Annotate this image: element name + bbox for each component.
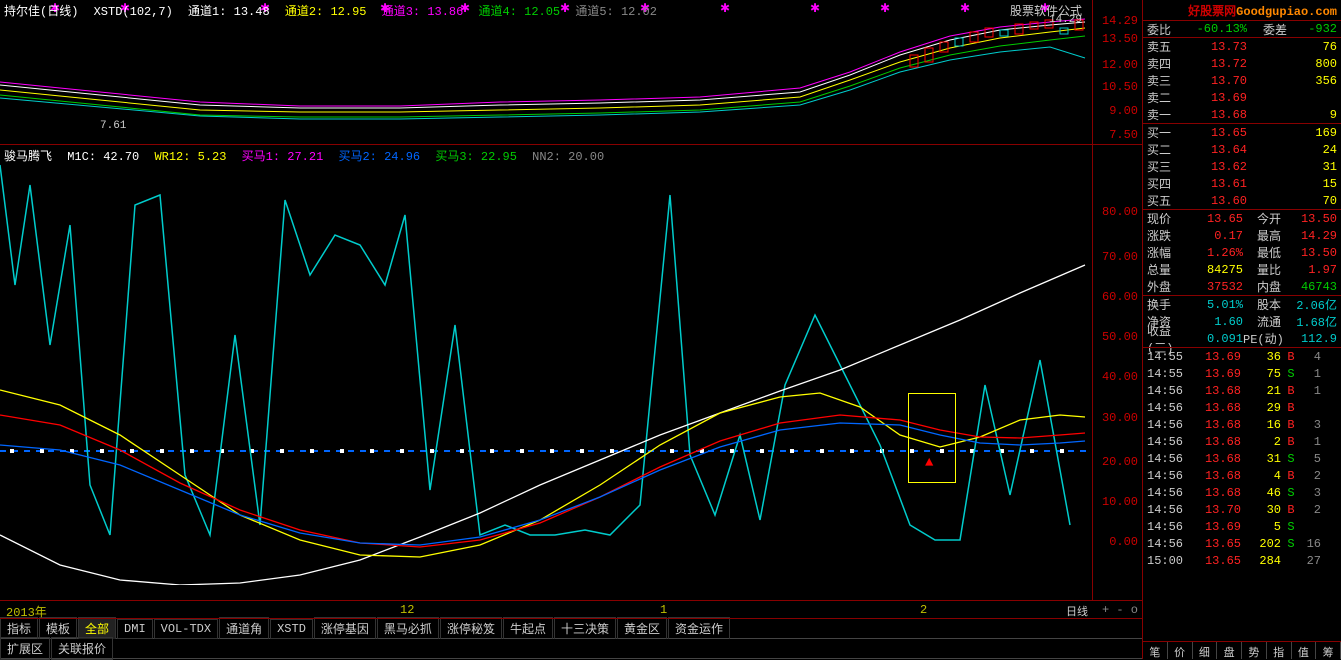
side-tabs[interactable]: 笔价细盘势指值筹 <box>1143 641 1341 659</box>
side-panel: 好股票网Goodgupiao.com 委比 -60.13% 委差 -932 卖五… <box>1143 0 1341 659</box>
side-tab-值[interactable]: 值 <box>1292 642 1317 659</box>
tick-row: 14:5613.6821B1 <box>1143 382 1341 399</box>
tick-row: 14:5613.684B2 <box>1143 467 1341 484</box>
stat-row: 换手5.01%股本2.06亿 <box>1143 296 1341 313</box>
tab-DMI[interactable]: DMI <box>117 619 153 639</box>
stat-row: 涨幅1.26%最低13.50 <box>1143 244 1341 261</box>
tick-row: 14:5613.6831S5 <box>1143 450 1341 467</box>
order-row: 买五13.6070 <box>1143 192 1341 209</box>
order-row: 买二13.6424 <box>1143 141 1341 158</box>
tab-关联报价[interactable]: 关联报价 <box>51 637 113 660</box>
order-row: 卖二13.69 <box>1143 89 1341 106</box>
ask-orders: 卖五13.7376卖四13.72800卖三13.70356卖二13.69卖一13… <box>1143 37 1341 123</box>
bottom-chart-header: 骏马腾飞 M1C: 42.70 WR12: 5.23 买马1: 27.21 买马… <box>4 147 620 164</box>
tick-row: 14:5513.6975S1 <box>1143 365 1341 382</box>
order-row: 买三13.6231 <box>1143 158 1341 175</box>
bottom-tabs[interactable]: 扩展区关联报价 <box>0 639 1142 659</box>
tab-VOL-TDX[interactable]: VOL-TDX <box>154 619 218 639</box>
bottom-y-axis: 80.0070.0060.0050.0040.0030.0020.0010.00… <box>1092 145 1142 600</box>
watermark-tag: 股票软件公式 <box>1010 2 1082 19</box>
stat-row: 收益(三)0.091PE(动)112.9 <box>1143 330 1341 347</box>
tab-黄金区[interactable]: 黄金区 <box>617 617 667 640</box>
tick-list: 14:5513.6936B414:5513.6975S114:5613.6821… <box>1143 347 1341 641</box>
arrow-up-icon: ▲ <box>925 455 933 471</box>
tab-牛起点[interactable]: 牛起点 <box>503 617 553 640</box>
stat-row: 现价13.65今开13.50 <box>1143 210 1341 227</box>
tab-涨停基因[interactable]: 涨停基因 <box>314 617 376 640</box>
stat-row: 外盘37532内盘46743 <box>1143 278 1341 295</box>
side-tab-筹[interactable]: 筹 <box>1316 642 1341 659</box>
zoom-controls[interactable]: + - o <box>1102 603 1138 616</box>
low-label: 7.61 <box>100 120 126 132</box>
tab-黑马必抓[interactable]: 黑马必抓 <box>377 617 439 640</box>
side-tab-细[interactable]: 细 <box>1193 642 1218 659</box>
side-tab-盘[interactable]: 盘 <box>1217 642 1242 659</box>
tick-row: 14:5613.6846S3 <box>1143 484 1341 501</box>
tick-row: 14:5613.6829B <box>1143 399 1341 416</box>
svg-text:✱: ✱ <box>810 2 820 16</box>
stat-row: 总量84275量比1.97 <box>1143 261 1341 278</box>
side-tab-指[interactable]: 指 <box>1267 642 1292 659</box>
tab-十三决策[interactable]: 十三决策 <box>554 617 616 640</box>
tick-row: 15:0013.6528427 <box>1143 552 1341 569</box>
tab-扩展区[interactable]: 扩展区 <box>0 637 50 660</box>
top-chart-header: 持尔佳(日线) XSTD(102,7) 通道1: 13.48 通道2: 12.9… <box>4 2 673 19</box>
order-row: 卖四13.72800 <box>1143 55 1341 72</box>
tick-row: 14:5513.6936B4 <box>1143 348 1341 365</box>
stats-block-2: 换手5.01%股本2.06亿净资1.60流通1.68亿收益(三)0.091PE(… <box>1143 295 1341 347</box>
tick-row: 14:5613.682B1 <box>1143 433 1341 450</box>
tick-row: 14:5613.695S <box>1143 518 1341 535</box>
stats-block-1: 现价13.65今开13.50涨跌0.17最高14.29涨幅1.26%最低13.5… <box>1143 209 1341 295</box>
tab-资金运作[interactable]: 资金运作 <box>668 617 730 640</box>
indicator-chart[interactable]: 骏马腾飞 M1C: 42.70 WR12: 5.23 买马1: 27.21 买马… <box>0 145 1142 601</box>
bid-orders: 买一13.65169买二13.6424买三13.6231买四13.6115买五1… <box>1143 123 1341 209</box>
tab-XSTD[interactable]: XSTD <box>270 619 313 639</box>
tab-通道角[interactable]: 通道角 <box>219 617 269 640</box>
timeframe-label: 日线 <box>1066 603 1088 614</box>
order-row: 买四13.6115 <box>1143 175 1341 192</box>
tab-涨停秘笈[interactable]: 涨停秘笈 <box>440 617 502 640</box>
side-tab-笔[interactable]: 笔 <box>1143 642 1168 659</box>
order-row: 买一13.65169 <box>1143 124 1341 141</box>
stat-row: 涨跌0.17最高14.29 <box>1143 227 1341 244</box>
svg-text:✱: ✱ <box>960 2 970 16</box>
tick-row: 14:5613.7030B2 <box>1143 501 1341 518</box>
top-y-axis: 14.2913.5012.0010.509.007.50 <box>1092 0 1142 144</box>
svg-text:✱: ✱ <box>720 2 730 16</box>
order-row: 卖三13.70356 <box>1143 72 1341 89</box>
side-tab-价[interactable]: 价 <box>1168 642 1193 659</box>
tick-row: 14:5613.6816B3 <box>1143 416 1341 433</box>
order-row: 卖一13.689 <box>1143 106 1341 123</box>
commission-ratio-row: 委比 -60.13% 委差 -932 <box>1143 20 1341 37</box>
watermark: 好股票网Goodgupiao.com <box>1143 0 1341 20</box>
svg-text:✱: ✱ <box>880 2 890 16</box>
order-row: 卖五13.7376 <box>1143 38 1341 55</box>
indicator-tabs[interactable]: 指标模板全部DMIVOL-TDX通道角XSTD涨停基因黑马必抓涨停秘笈牛起点十三… <box>0 619 1142 639</box>
tick-row: 14:5613.65202S16 <box>1143 535 1341 552</box>
price-chart[interactable]: 持尔佳(日线) XSTD(102,7) 通道1: 13.48 通道2: 12.9… <box>0 0 1142 145</box>
side-tab-势[interactable]: 势 <box>1242 642 1267 659</box>
time-axis: 2013年1212 日线 + - o <box>0 601 1142 619</box>
